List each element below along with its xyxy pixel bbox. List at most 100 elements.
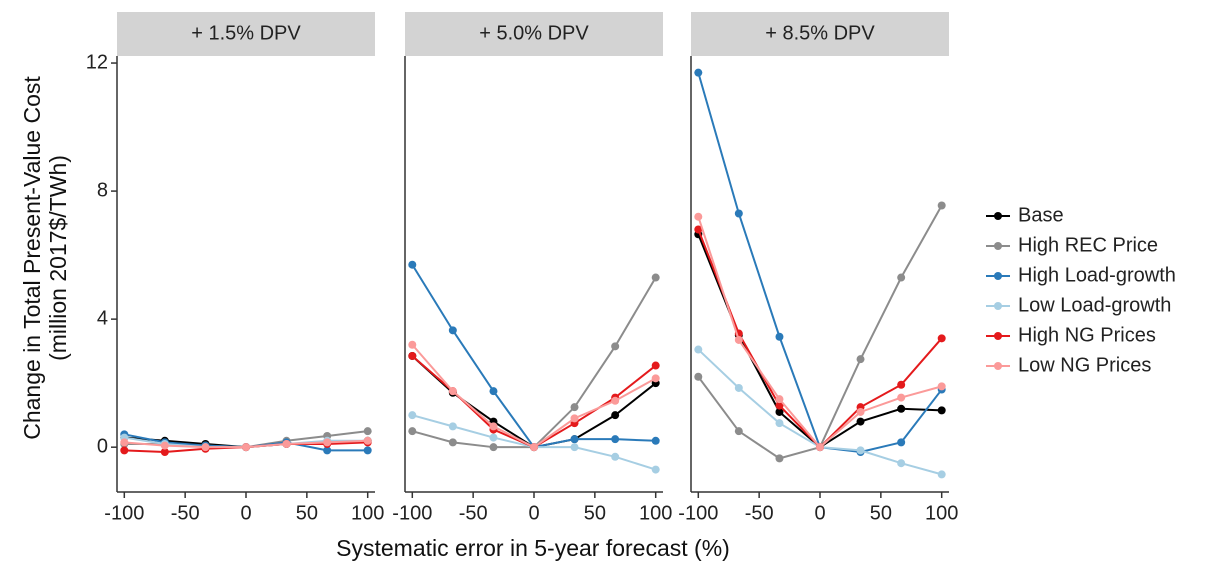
- data-point: [408, 411, 417, 420]
- data-point: [489, 387, 498, 396]
- data-point: [937, 382, 946, 391]
- data-point: [694, 372, 703, 381]
- data-point: [611, 342, 620, 351]
- y-tick-label: 0: [97, 435, 108, 457]
- x-tick-label: 50: [870, 502, 892, 524]
- data-point: [489, 422, 498, 431]
- series-line: [412, 414, 656, 471]
- data-point: [734, 209, 743, 218]
- data-point: [897, 459, 906, 468]
- data-point: [160, 447, 169, 456]
- x-tick-label: 0: [240, 502, 251, 524]
- legend-swatch-dot: [994, 362, 1002, 370]
- data-point: [363, 446, 372, 455]
- series-line: [697, 233, 942, 449]
- series-line: [697, 205, 943, 460]
- data-point: [570, 414, 579, 423]
- x-axis-label: Systematic error in 5-year forecast (%): [336, 535, 730, 561]
- data-point: [530, 443, 538, 452]
- data-point: [611, 411, 620, 420]
- data-point: [408, 351, 417, 360]
- series-line: [697, 348, 942, 476]
- x-tick-label: -50: [459, 502, 488, 524]
- data-point: [775, 407, 784, 416]
- data-point: [651, 436, 660, 445]
- legend-swatch-dot: [994, 332, 1002, 340]
- data-point: [651, 374, 660, 383]
- x-tick-label: -100: [392, 502, 432, 524]
- series-line: [697, 216, 942, 449]
- legend-label: Base: [1018, 204, 1064, 226]
- data-point: [570, 435, 579, 444]
- y-axis-label: Change in Total Present-Value Cost: [19, 76, 45, 440]
- legend-label: High NG Prices: [1018, 324, 1156, 346]
- data-point: [937, 201, 946, 210]
- x-tick-label: 0: [528, 502, 539, 524]
- data-point: [651, 361, 660, 370]
- series-line: [411, 264, 656, 449]
- data-point: [694, 225, 703, 234]
- data-point: [408, 260, 417, 269]
- series-line: [411, 355, 657, 449]
- legend-swatch-dot: [994, 272, 1002, 280]
- data-point: [897, 273, 906, 282]
- x-tick-label: 0: [814, 502, 825, 524]
- data-point: [856, 355, 865, 364]
- data-point: [201, 443, 210, 452]
- data-point: [694, 345, 703, 354]
- y-axis-label-group: Change in Total Present-Value Cost (mill…: [19, 76, 71, 440]
- data-point: [651, 273, 660, 282]
- series-line: [412, 277, 657, 449]
- legend-label: High Load-growth: [1018, 264, 1176, 286]
- data-point: [734, 335, 743, 344]
- data-point: [937, 406, 946, 415]
- data-point: [897, 380, 906, 389]
- data-point: [120, 446, 129, 455]
- facet-title: + 5.0% DPV: [479, 22, 589, 44]
- data-point: [408, 427, 417, 436]
- data-point: [448, 387, 457, 396]
- data-point: [448, 438, 457, 447]
- data-point: [242, 443, 250, 452]
- y-tick-label: 12: [86, 51, 108, 73]
- x-tick-label: -100: [678, 502, 718, 524]
- data-point: [937, 470, 946, 479]
- y-axis-label: (million 2017$/TWh): [45, 155, 71, 361]
- legend-label: Low Load-growth: [1018, 294, 1171, 316]
- data-point: [323, 446, 332, 455]
- data-point: [120, 438, 129, 447]
- facet-title: + 8.5% DPV: [765, 22, 875, 44]
- data-point: [363, 427, 372, 436]
- y-tick-label: 4: [97, 307, 108, 329]
- data-point: [856, 446, 865, 455]
- data-point: [775, 395, 784, 404]
- data-point: [160, 441, 169, 450]
- data-point: [611, 452, 620, 461]
- data-point: [570, 403, 579, 412]
- data-point: [734, 427, 743, 436]
- data-point: [897, 438, 906, 447]
- legend-label: Low NG Prices: [1018, 354, 1151, 376]
- y-tick-label: 8: [97, 179, 108, 201]
- data-point: [856, 407, 865, 416]
- data-point: [323, 438, 332, 447]
- data-point: [694, 68, 703, 77]
- facet-strip: [117, 12, 375, 56]
- data-point: [448, 326, 457, 335]
- data-point: [282, 439, 291, 448]
- data-point: [611, 396, 620, 405]
- data-point: [489, 443, 498, 452]
- x-tick-label: 100: [351, 502, 384, 524]
- data-point: [856, 417, 865, 426]
- facet-strip: [405, 12, 663, 56]
- data-point: [897, 393, 906, 402]
- data-point: [570, 443, 579, 452]
- facet-title: + 1.5% DPV: [191, 22, 301, 44]
- x-tick-label: 100: [639, 502, 672, 524]
- data-point: [937, 334, 946, 343]
- x-tick-label: -100: [104, 502, 144, 524]
- x-tick-label: 50: [584, 502, 606, 524]
- series-line: [411, 355, 657, 449]
- series-line: [697, 229, 943, 449]
